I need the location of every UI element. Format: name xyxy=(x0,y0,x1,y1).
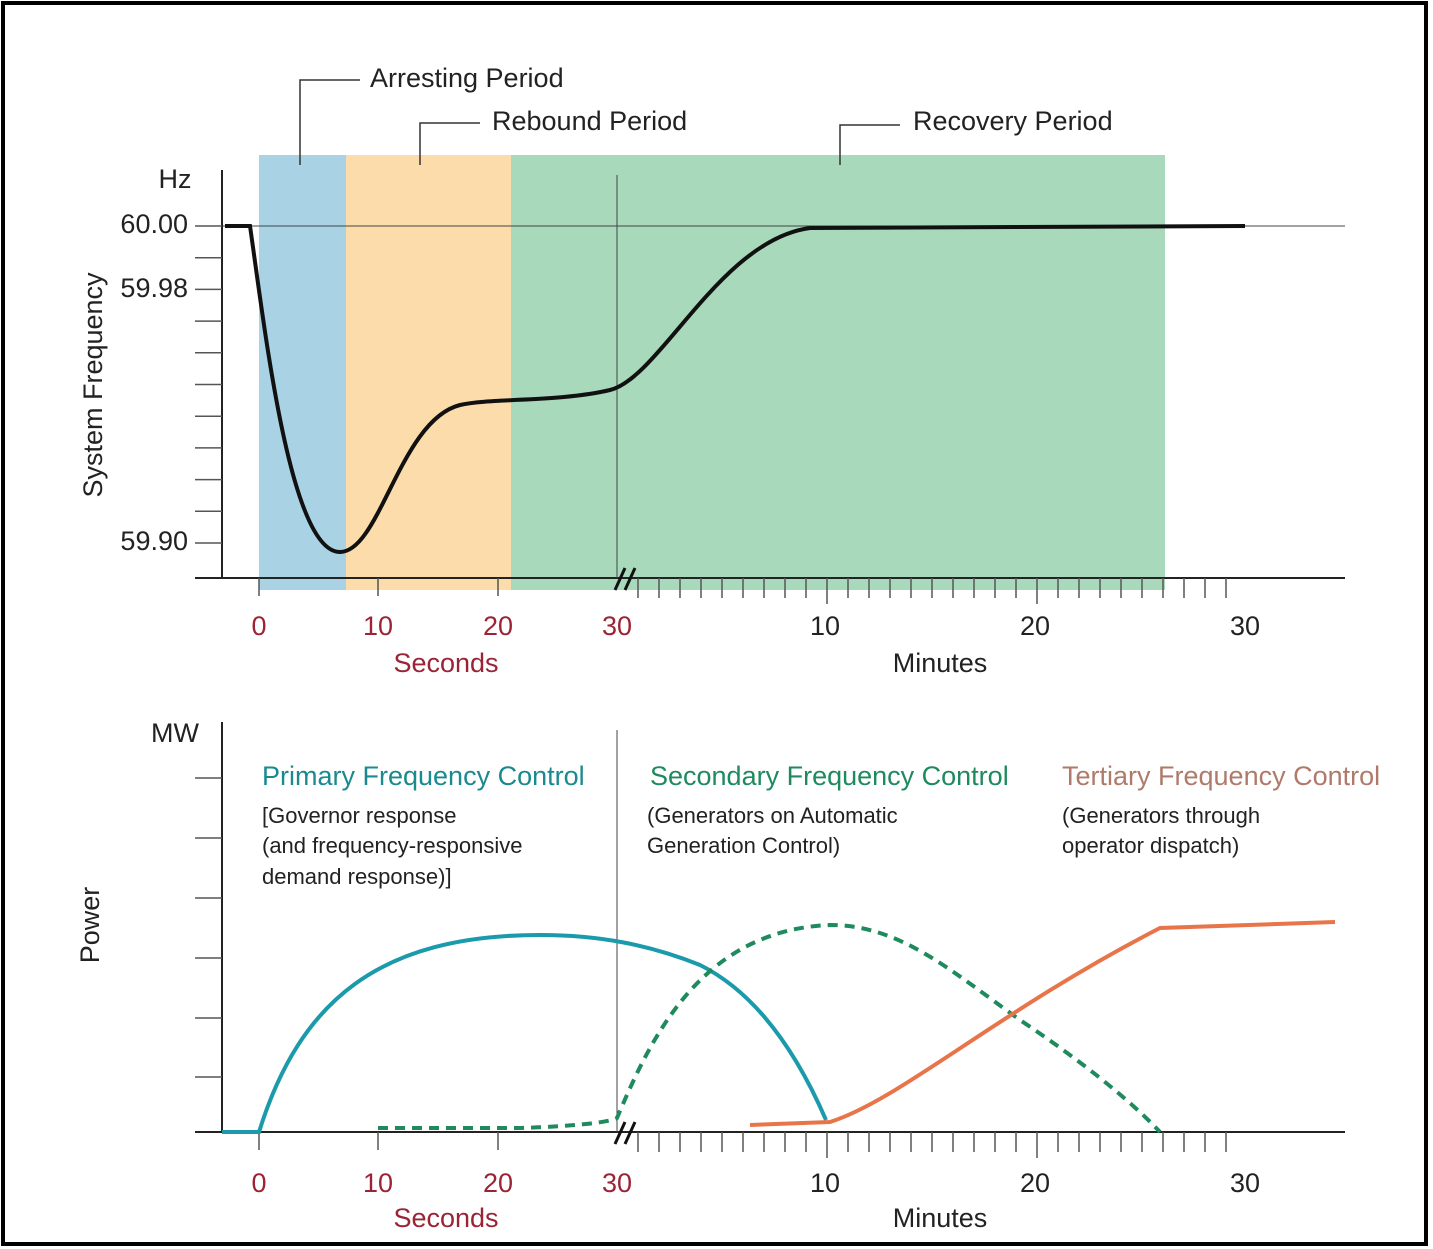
control-title: Primary Frequency Control xyxy=(262,761,585,791)
x-tick-label: 20 xyxy=(483,1168,513,1198)
secondary-curve xyxy=(378,922,1162,1134)
control-note: (and frequency-responsive xyxy=(262,833,522,858)
control-note: (Generators through xyxy=(1062,803,1260,828)
x-tick-label: 0 xyxy=(251,1168,266,1198)
period-leaders xyxy=(299,79,900,165)
axis-break xyxy=(613,567,637,591)
period-label: Rebound Period xyxy=(492,106,687,136)
tertiary-curve xyxy=(749,920,1336,1127)
recovery-band xyxy=(511,155,1165,590)
frequency-curve xyxy=(225,224,1246,555)
control-note: [Governor response xyxy=(262,803,456,828)
x-tick-label: 10 xyxy=(363,1168,393,1198)
period-label: Arresting Period xyxy=(370,63,564,93)
bottom-panel: MW Power Primary Frequency Control [Gove… xyxy=(75,718,1380,1233)
x-axis-label: Seconds xyxy=(393,648,498,678)
x-tick-label: 20 xyxy=(483,611,513,641)
primary-curve xyxy=(222,932,828,1134)
control-title: Tertiary Frequency Control xyxy=(1062,761,1380,791)
x-axis-label: Seconds xyxy=(393,1203,498,1233)
x-tick-label: 20 xyxy=(1020,611,1050,641)
ticks xyxy=(195,777,1227,1158)
ticks xyxy=(195,225,1227,604)
top-panel: Arresting Period Rebound Period Recovery… xyxy=(78,63,1345,678)
y-axis-label: Power xyxy=(75,887,105,964)
y-tick-label: 59.98 xyxy=(120,273,188,303)
y-axis-label: System Frequency xyxy=(78,272,108,498)
unit-label: Hz xyxy=(159,164,192,194)
x-tick-label: 30 xyxy=(602,611,632,641)
y-tick-label: 60.00 xyxy=(120,209,188,239)
control-note: Generation Control) xyxy=(647,833,840,858)
unit-label: MW xyxy=(151,718,199,748)
x-tick-label: 0 xyxy=(251,611,266,641)
x-tick-label: 10 xyxy=(810,1168,840,1198)
control-note: operator dispatch) xyxy=(1062,833,1239,858)
x-tick-label: 10 xyxy=(810,611,840,641)
x-tick-label: 20 xyxy=(1020,1168,1050,1198)
x-axis-label: Minutes xyxy=(893,648,988,678)
x-tick-label: 30 xyxy=(602,1168,632,1198)
x-tick-label: 30 xyxy=(1230,611,1260,641)
control-note: demand response)] xyxy=(262,864,452,889)
control-note: (Generators on Automatic xyxy=(647,803,898,828)
y-tick-label: 59.90 xyxy=(120,526,188,556)
x-axis-label: Minutes xyxy=(893,1203,988,1233)
period-label: Recovery Period xyxy=(913,106,1113,136)
control-title: Secondary Frequency Control xyxy=(650,761,1009,791)
x-tick-label: 10 xyxy=(363,611,393,641)
x-tick-label: 30 xyxy=(1230,1168,1260,1198)
axis-break xyxy=(613,1121,637,1145)
